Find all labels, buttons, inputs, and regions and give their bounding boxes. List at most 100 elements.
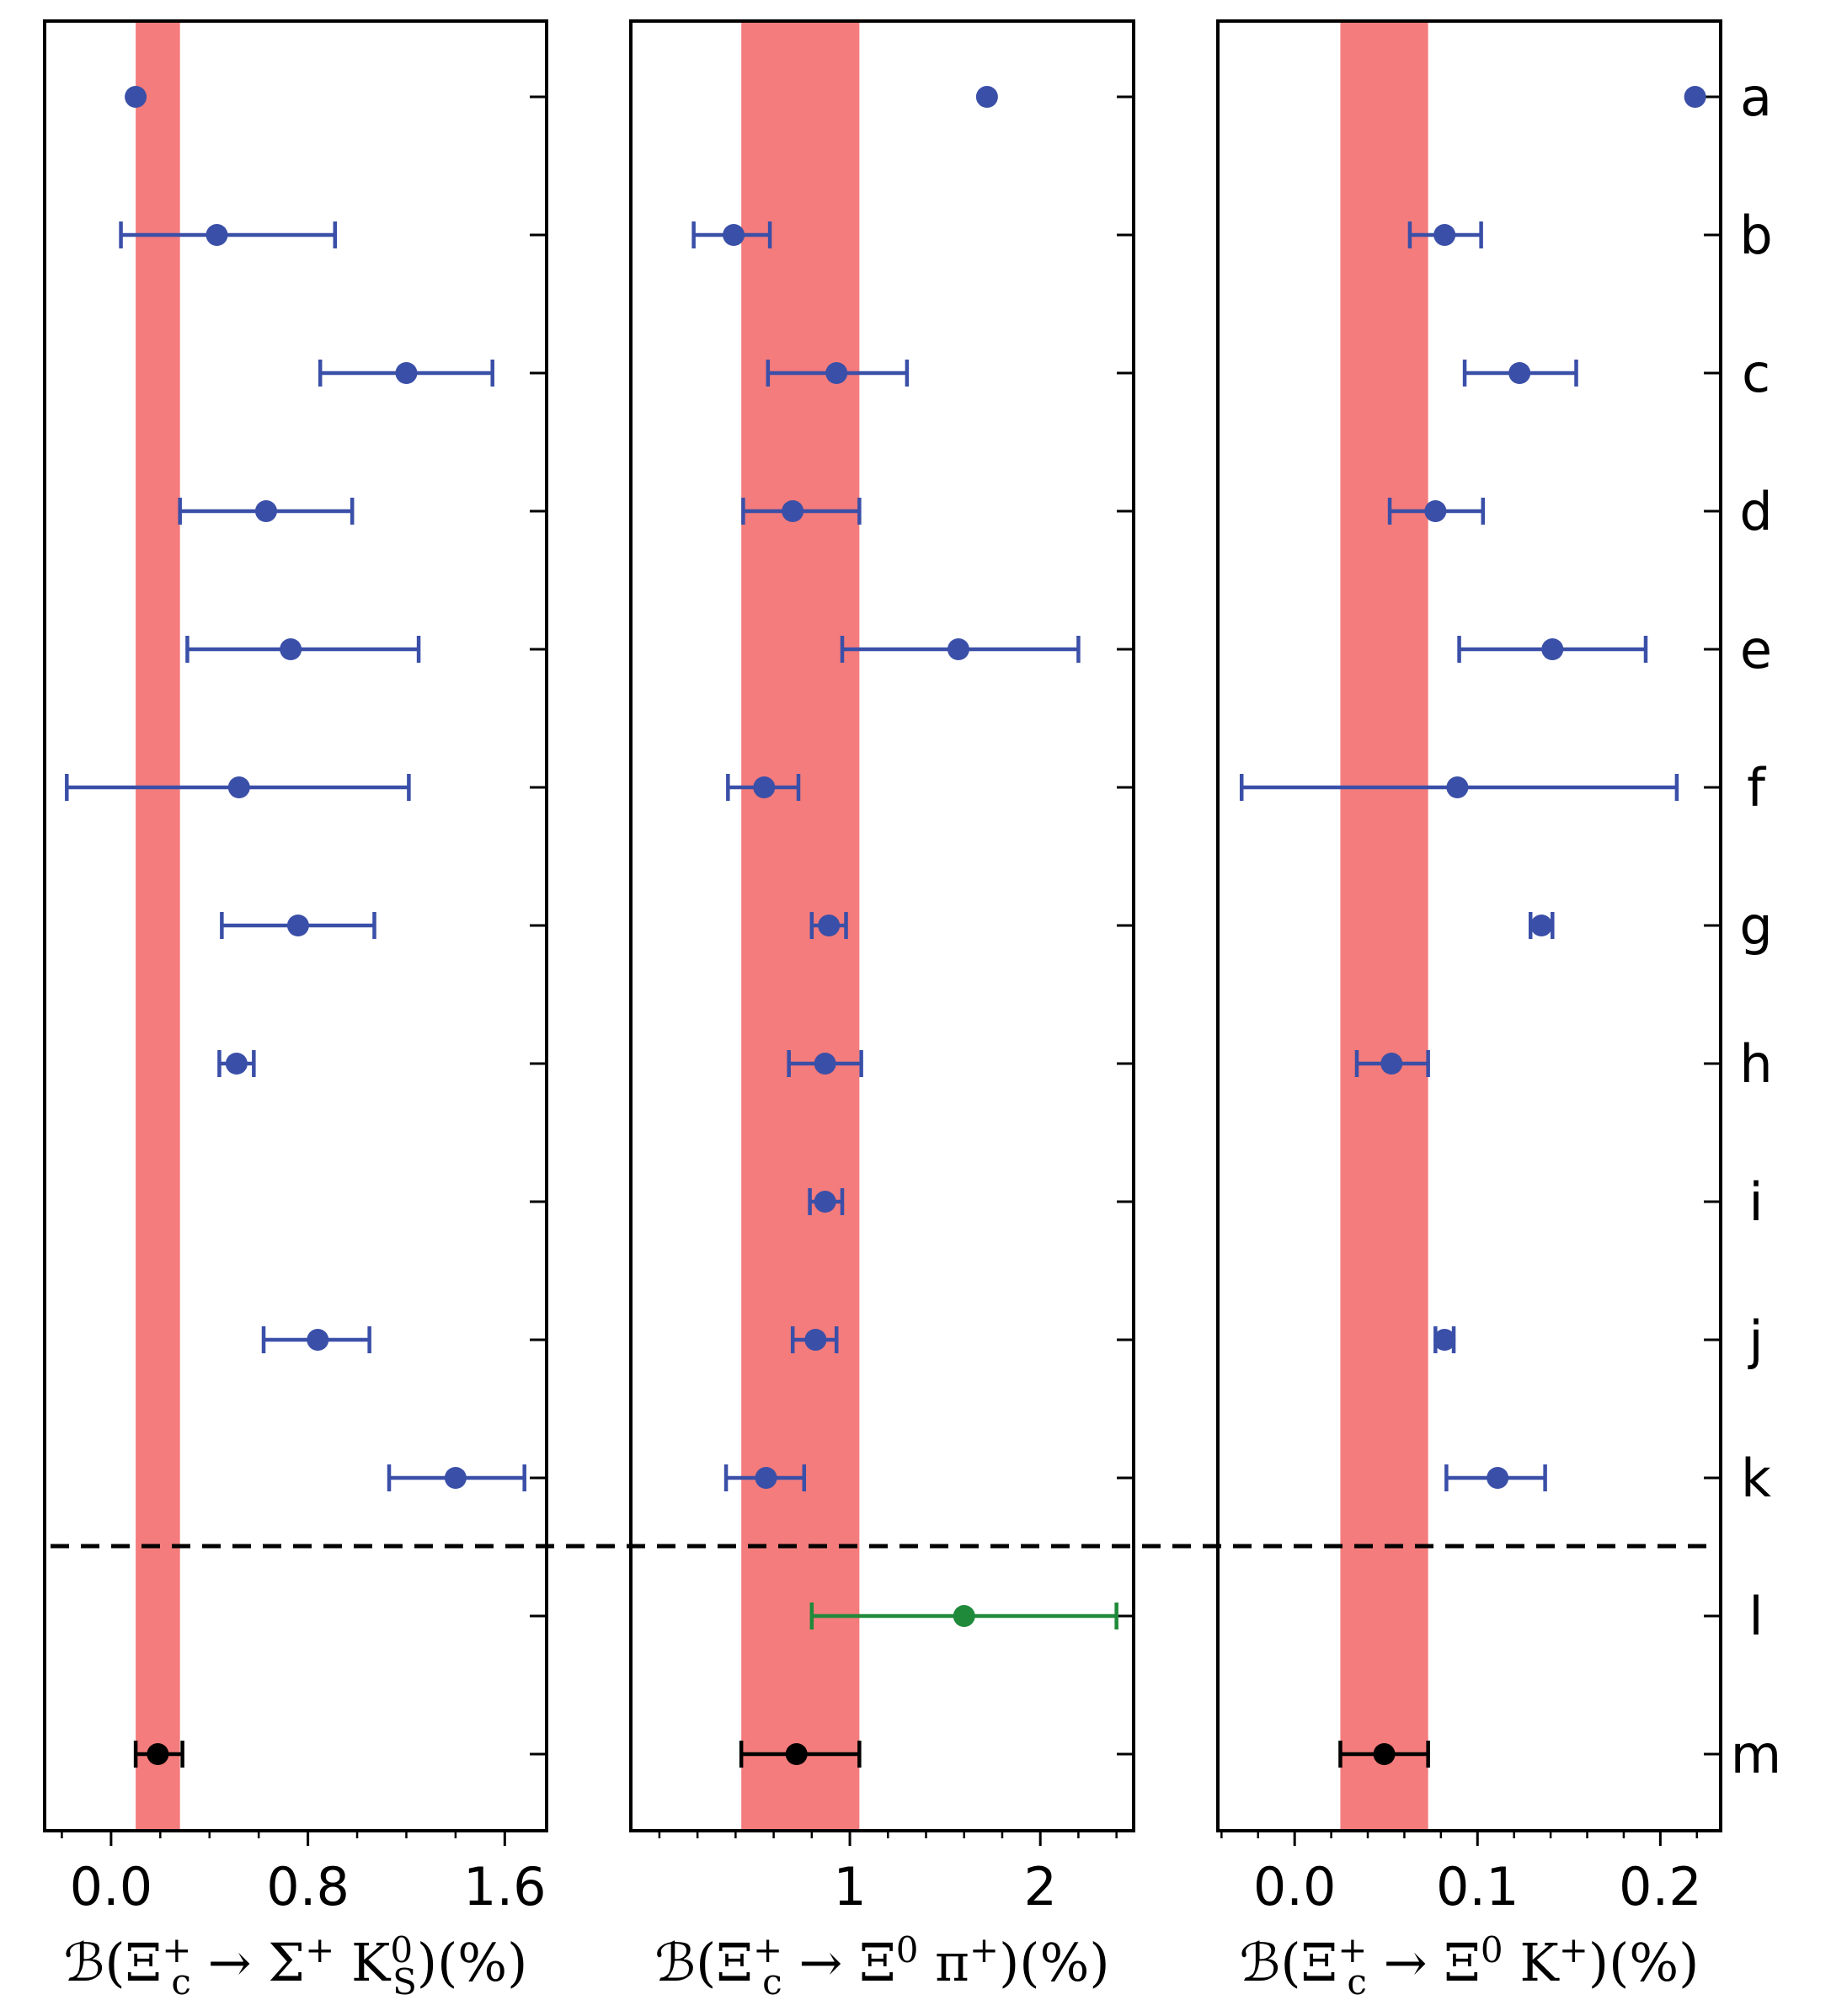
marker [307,1329,329,1351]
marker [286,915,309,936]
axes-frame [43,19,548,1832]
marker [814,1053,836,1075]
row-label-i: i [1748,1171,1763,1233]
marker [206,224,228,246]
marker [825,362,848,384]
marker [804,1329,827,1351]
data-point-j [1433,1326,1456,1353]
data-point-b [119,221,337,248]
marker [1530,915,1553,936]
x-axis-title: ℬ(Ξ+ c → Ξ0 π+)(%) [654,1929,1109,2003]
panels: 0.0 0.8 1.6 ℬ(Ξ+ c → Σ+ K0 S)(%) 1 2 ℬ(Ξ+ c → Ξ0 … [43,19,1722,2003]
data-point-c [1462,360,1578,387]
data-point-i [808,1188,845,1215]
data-point-e [1457,636,1648,663]
marker [1433,1329,1456,1351]
data-point-d [741,498,862,525]
data-point-f [1239,774,1679,801]
marker [953,1605,975,1627]
data-point-h [217,1050,256,1077]
x-tick-label: 2 [1023,1856,1056,1917]
data-point-h [787,1050,863,1077]
data-point-d [178,498,355,525]
data-point-h [1354,1050,1430,1077]
x-tick-label: 0.1 [1436,1856,1519,1917]
data-point-j [790,1326,839,1353]
marker [125,86,147,108]
xi-k-panel: 0.0 0.1 0.2 ℬ(Ξ+ c → Ξ0 K+)(%) [1216,19,1722,2003]
x-tick-label: 0.8 [266,1856,350,1917]
marker [395,362,418,384]
x-tick-label: 1.6 [463,1856,547,1917]
sigma-panel: 0.0 0.8 1.6 ℬ(Ξ+ c → Σ+ K0 S)(%) [43,19,548,2003]
x-tick-label: 1 [833,1856,866,1917]
marker [1487,1467,1509,1489]
data-point-m [133,1741,184,1768]
marker [723,224,745,246]
marker [225,1053,248,1075]
data-point-g [809,912,848,939]
marker [975,86,998,108]
data-point-g [1528,912,1555,939]
x-tick-label: 0.2 [1619,1856,1702,1917]
marker [1446,776,1469,798]
marker [444,1467,467,1489]
x-tick-label: 0.0 [1253,1856,1337,1917]
marker [1433,224,1456,246]
data-point-a [125,86,147,108]
row-label-m: m [1731,1724,1781,1785]
row-label-c: c [1742,343,1770,404]
row-label-l: l [1748,1586,1763,1647]
marker [785,1743,808,1765]
row-label-e: e [1740,619,1772,680]
marker [1508,362,1531,384]
marker [782,500,804,522]
marker [947,638,969,660]
row-label-g: g [1739,895,1772,957]
marker [755,1467,777,1489]
x-axis-title: ℬ(Ξ+ c → Σ+ K0 S)(%) [64,1929,528,2003]
marker [254,500,277,522]
data-point-e [840,636,1081,663]
data-point-b [691,221,772,248]
row-label-a: a [1740,67,1772,128]
row-label-d: d [1739,481,1772,542]
x-axis-title: ℬ(Ξ+ c → Ξ0 K+)(%) [1240,1929,1700,2003]
data-point-m [1338,1741,1430,1768]
data-point-j [261,1326,371,1353]
data-point-k [387,1464,526,1491]
marker [1424,500,1447,522]
data-point-e [185,636,421,663]
data-point-f [726,774,801,801]
row-label-b: b [1739,205,1772,266]
row-label-f: f [1747,757,1767,819]
data-point-d [1387,498,1486,525]
average-band [136,21,180,1831]
axes-frame [629,19,1135,1832]
row-labels: a b c d e f g h i j k l m [1731,67,1781,1785]
marker [818,915,841,936]
marker [753,776,776,798]
marker [147,1743,169,1765]
axes-frame [1216,19,1722,1832]
row-label-h: h [1739,1033,1772,1095]
marker [280,638,302,660]
data-point-k [1444,1464,1547,1491]
data-point-f [65,774,411,801]
marker [1684,86,1706,108]
data-point-b [1407,221,1483,248]
marker [1373,1743,1396,1765]
data-point-a [1684,86,1706,108]
data-point-l [809,1603,1118,1629]
data-point-c [766,360,910,387]
marker [1380,1053,1403,1075]
data-point-k [723,1464,807,1491]
data-point-g [220,912,376,939]
marker [1541,638,1564,660]
marker [227,776,250,798]
data-point-m [739,1741,862,1768]
marker [814,1191,836,1213]
row-label-j: j [1747,1309,1763,1371]
average-band [1340,21,1428,1831]
